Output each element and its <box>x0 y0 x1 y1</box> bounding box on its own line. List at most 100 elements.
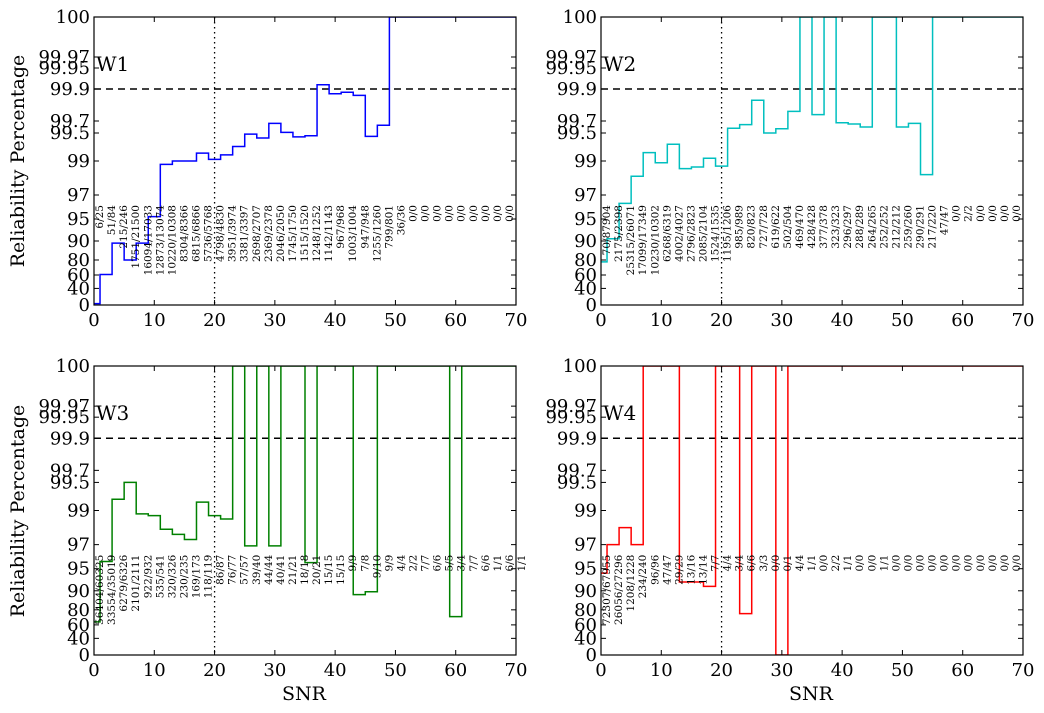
w2-y-tick-label: 99.97 <box>545 47 597 68</box>
w1-count-label: 0/0 <box>504 205 516 222</box>
w3-y-tick-label: 90 <box>67 581 90 602</box>
w3-count-label: 9/9 <box>347 555 359 572</box>
w3-count-label: 1/1 <box>492 555 504 572</box>
w1-panel: 6/25 51/84 215/246 1751/21500 16094/17033 128… <box>38 7 527 331</box>
w2-y-tick-label: 99 <box>574 151 597 172</box>
w3-count-label: 21/21 <box>287 555 299 585</box>
w3-count-label: 320/326 <box>166 554 178 598</box>
w1-count-label: 799/801 <box>383 205 395 249</box>
w4-count-label: 13/14 <box>697 554 709 585</box>
w1-count-label: 6815/6866 <box>190 205 202 262</box>
w3-count-label: 15/15 <box>335 555 347 585</box>
w1-x-tick-label: 40 <box>324 310 347 331</box>
w2-count-label: 217/220 <box>927 205 939 249</box>
w4-count-label: 0/0 <box>1011 555 1023 572</box>
w4-count-label: 234/240 <box>637 555 649 599</box>
w3-count-label: 6/6 <box>504 554 516 571</box>
w4-count-label: 1/1 <box>878 555 890 572</box>
w1-count-label: 5736/5768 <box>203 205 215 262</box>
w2-count-label: 252/252 <box>878 205 890 249</box>
w1-count-label: 1142/1143 <box>323 205 335 262</box>
w1-count-label: 1003/1004 <box>347 205 359 262</box>
w3-y-tick-label: 80 <box>67 600 90 621</box>
w4-count-label: 47/47 <box>661 555 673 585</box>
w3-series-line <box>94 366 516 623</box>
w1-count-label: 0/0 <box>408 205 420 222</box>
w3-x-tick-label: 30 <box>263 660 286 681</box>
w3-x-tick-label: 50 <box>384 660 407 681</box>
w4-y-tick-label: 99.97 <box>545 396 597 417</box>
w4-count-label: 6/6 <box>746 554 758 571</box>
w2-count-label: 428/428 <box>806 205 818 249</box>
w2-count-label: 469/470 <box>794 205 806 249</box>
w1-count-label: 215/246 <box>118 205 130 249</box>
w3-y-tick-label: 0 <box>79 645 90 666</box>
w1-count-label: 1248/1252 <box>311 205 323 262</box>
w3-x-tick-label: 10 <box>143 660 166 681</box>
w2-y-tick-label: 100 <box>563 7 597 28</box>
w2-count-label: 985/989 <box>734 205 746 249</box>
w3-x-tick-label: 40 <box>324 660 347 681</box>
w1-panel-label: W1 <box>96 52 129 76</box>
w2-count-label: 4002/4027 <box>673 205 685 262</box>
w4-count-label: 2/2 <box>830 555 842 572</box>
w3-count-label: 33554/35019 <box>106 555 118 625</box>
w4-y-tick-label: 40 <box>574 628 597 649</box>
w3-y-tick-label: 99.95 <box>38 407 90 428</box>
w2-x-tick-label: 40 <box>831 310 854 331</box>
w1-count-label: 3381/3397 <box>239 205 251 262</box>
w1-y-tick-label: 99.9 <box>50 79 90 100</box>
w3-x-tick-label: 70 <box>505 660 528 681</box>
w1-y-tick-label: 80 <box>67 250 90 271</box>
w1-count-label: 0/0 <box>420 205 432 222</box>
w2-count-label: 17099/17349 <box>637 205 649 275</box>
x-axis-label-right: SNR <box>789 683 834 705</box>
w2-y-tick-label: 99.9 <box>557 79 597 100</box>
w3-count-label: 535/541 <box>154 555 166 599</box>
w4-count-label: 0/0 <box>854 555 866 572</box>
w1-count-label: 12873/13074 <box>154 205 166 276</box>
w3-count-label: 3/4 <box>456 554 468 571</box>
w1-count-label: 2698/2707 <box>251 205 263 262</box>
w4-series-line <box>601 366 1023 655</box>
w1-y-tick-label: 60 <box>67 265 90 286</box>
w3-count-label: 9/9 <box>383 555 395 572</box>
w2-x-tick-label: 70 <box>1012 310 1035 331</box>
w4-y-tick-label: 99.5 <box>557 472 597 493</box>
w4-count-label: 0/1 <box>782 555 794 572</box>
w1-y-tick-label: 99.97 <box>38 47 90 68</box>
w4-y-tick-label: 95 <box>574 559 597 580</box>
w1-count-label: 3951/3974 <box>227 205 239 262</box>
w3-panel-label: W3 <box>96 401 129 425</box>
w2-series-line <box>601 17 1023 263</box>
w2-panel-label: W2 <box>603 52 636 76</box>
w2-count-label: 0/0 <box>951 205 963 222</box>
w3-y-tick-label: 99.5 <box>50 472 90 493</box>
w1-x-tick-label: 0 <box>88 310 99 331</box>
w1-count-label: 1515/1520 <box>299 205 311 262</box>
w2-x-tick-label: 0 <box>595 310 606 331</box>
w1-y-tick-label: 99.5 <box>50 123 90 144</box>
w4-count-label: 3/4 <box>734 554 746 571</box>
w3-count-label: 57/57 <box>239 555 251 585</box>
w1-y-tick-label: 99.95 <box>38 58 90 79</box>
w1-count-label: 4798/4830 <box>215 205 227 262</box>
w3-count-label: 922/932 <box>142 555 154 599</box>
w3-count-label: 76/77 <box>227 555 239 585</box>
w4-count-label: 4/4 <box>794 554 806 571</box>
w2-count-label: 727/728 <box>758 205 770 249</box>
w2-panel: 70/87904 2175/2398 25315/26071 17099/17349 1… <box>545 7 1034 331</box>
w2-count-label: 290/291 <box>915 205 927 249</box>
w1-x-tick-label: 20 <box>203 310 226 331</box>
w2-count-label: 296/297 <box>842 205 854 249</box>
w2-count-label: 70/87904 <box>601 205 613 256</box>
w2-count-label: 377/378 <box>818 205 830 249</box>
w4-y-tick-label: 97 <box>574 535 597 556</box>
w1-y-tick-label: 95 <box>67 209 90 230</box>
w1-count-label: 6/25 <box>94 205 106 229</box>
w4-y-tick-label: 100 <box>563 356 597 377</box>
w1-x-tick-label: 50 <box>384 310 407 331</box>
w4-count-label: 29/29 <box>673 555 685 585</box>
w3-count-label: 6/6 <box>480 554 492 571</box>
w1-count-label: 16094/17033 <box>142 205 154 275</box>
